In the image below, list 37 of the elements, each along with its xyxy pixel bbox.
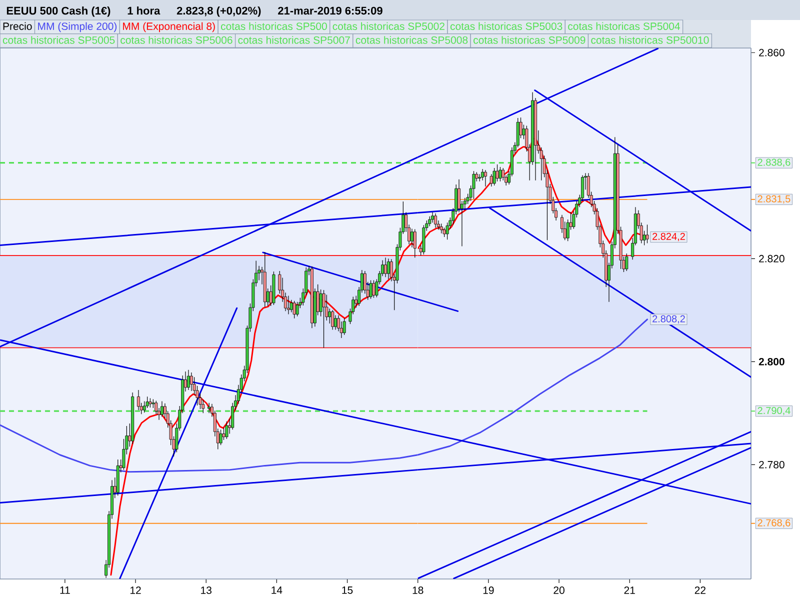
data-label: 2.824,2 — [652, 232, 685, 242]
text: MM (Simple 200) — [38, 22, 117, 32]
x-tick-label: 11 — [60, 586, 70, 594]
text: 21-mar-2019 6:55:09 — [278, 6, 382, 15]
chart-title: EEUU 500 Cash (1€) — [6, 6, 110, 17]
y-tick-label: 2.800 — [758, 358, 784, 366]
x-tick-label: 21 — [624, 586, 635, 594]
y-tick-label: 2.860 — [759, 48, 784, 56]
text: 2.823,8 (+0,02%) — [176, 6, 261, 17]
data-label: 2.808,2 — [652, 315, 685, 324]
x-tick-label: 12 — [130, 586, 141, 594]
x-tick-label: 22 — [694, 586, 706, 594]
text: cotas historicas SP5006 — [120, 36, 232, 44]
text: cotas historicas SP5004 — [568, 22, 680, 30]
text: cotas historicas SP5002 — [332, 22, 444, 30]
y-tick-label: 2.780 — [759, 460, 784, 468]
ref-line-label: 2.838,6 — [758, 158, 790, 167]
x-tick-label: 14 — [272, 586, 282, 594]
x-tick-label: 15 — [342, 586, 353, 594]
y-tick-label: 2.820 — [759, 254, 784, 262]
text: cotas historicas SP5008 — [356, 36, 468, 44]
text: cotas historicas SP5003 — [450, 22, 562, 30]
x-tick-label: 18 — [412, 586, 424, 594]
ref-line-label: 2.768,6 — [758, 519, 790, 528]
text: cotas historicas SP5005 — [2, 36, 115, 44]
chart-subtitle: 1 hora — [128, 6, 160, 15]
x-tick-label: 13 — [201, 586, 212, 594]
x-tick-label: 20 — [554, 586, 564, 594]
text: cotas historicas SP50010 — [591, 36, 709, 44]
text: MM (Exponencial 8) — [123, 22, 215, 32]
text: Precio — [3, 22, 32, 30]
ref-line-label: 2.831,5 — [758, 195, 790, 204]
text: cotas historicas SP5009 — [474, 36, 586, 44]
text: cotas historicas SP500 — [221, 22, 327, 30]
x-tick-label: 19 — [483, 586, 494, 594]
ref-line-label: 2.790,4 — [758, 406, 790, 416]
text: cotas historicas SP5007 — [238, 36, 350, 44]
